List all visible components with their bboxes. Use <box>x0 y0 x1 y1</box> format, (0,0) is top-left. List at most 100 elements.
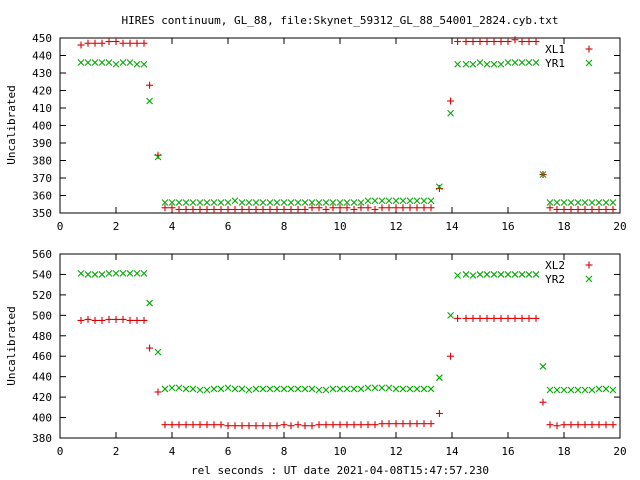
xl1-point <box>224 206 232 213</box>
yr1-point <box>217 199 225 206</box>
yr2-point <box>546 386 554 394</box>
yr2-point <box>399 385 407 393</box>
yr2-point <box>91 271 99 278</box>
xl2-point <box>504 314 512 322</box>
legend-label: XL1 <box>545 43 565 56</box>
xl2-point <box>112 315 120 323</box>
yr1-point <box>462 60 470 68</box>
yr1-point <box>469 60 477 68</box>
xl2-point <box>168 421 176 429</box>
y-tick-label: 440 <box>32 371 52 384</box>
yr2-point <box>436 374 443 382</box>
xl2-point <box>406 420 414 428</box>
yr2-point <box>357 385 365 393</box>
y-tick-label: 380 <box>32 155 52 168</box>
xl1-point <box>406 204 414 212</box>
yr1-point <box>266 199 274 206</box>
yr2-point <box>483 271 491 278</box>
y-tick-label: 390 <box>32 137 52 150</box>
xl2-point <box>259 422 267 430</box>
y-axis-label: Uncalibrated <box>5 306 18 385</box>
yr2-point <box>462 271 470 278</box>
yr1-point <box>497 60 505 68</box>
yr2-point <box>329 385 337 393</box>
legend-marker <box>585 275 593 283</box>
yr1-point <box>350 199 358 206</box>
yr2-point <box>315 386 323 394</box>
xl2-point <box>77 316 85 324</box>
yr1-point <box>329 199 337 206</box>
legend-marker <box>585 45 593 53</box>
x-tick-label: 16 <box>501 445 514 458</box>
xl2-point <box>315 421 323 429</box>
yr1-point <box>189 199 197 206</box>
xl1-point <box>392 204 400 212</box>
yr1-point <box>392 197 400 205</box>
yr2-point <box>518 271 526 278</box>
xl1-point <box>252 206 260 213</box>
xl1-point <box>511 36 519 44</box>
yr1-point <box>112 60 120 68</box>
xl2-point <box>378 420 386 428</box>
x-tick-label: 8 <box>281 445 288 458</box>
xl2-point <box>126 316 134 324</box>
yr2-point <box>539 363 547 370</box>
xl1-point <box>420 204 428 212</box>
yr2-point <box>609 386 617 394</box>
yr2-point <box>427 385 435 393</box>
xl2-point <box>175 421 183 429</box>
y-tick-label: 540 <box>32 268 52 281</box>
y-tick-label: 480 <box>32 330 52 343</box>
yr2-point <box>273 385 281 393</box>
top-panel: 350 360 370 380 390 400 410 420 430 440 450 0 2 4 6 8 10… <box>5 32 627 233</box>
legend-marker <box>585 261 593 269</box>
xl1-point <box>77 41 85 49</box>
yr1-point <box>364 197 372 205</box>
xl1-point <box>532 38 540 45</box>
xl2-point <box>280 421 288 429</box>
yr2-point <box>511 271 519 278</box>
y-tick-label: 420 <box>32 85 52 98</box>
xl2-point <box>532 314 540 322</box>
yr1-point <box>280 199 288 206</box>
yr2-point <box>196 386 204 394</box>
xl2-point <box>371 421 379 429</box>
yr2-point <box>161 385 169 393</box>
xl2-point <box>427 420 435 428</box>
yr2-point <box>294 385 302 393</box>
x-tick-label: 2 <box>113 445 120 458</box>
xl2-point <box>217 421 225 429</box>
xl1-point <box>469 38 477 45</box>
xl2-point <box>357 421 365 429</box>
xl1-point <box>476 38 484 45</box>
xl1-point <box>595 206 603 213</box>
xl2-point <box>84 315 92 323</box>
xl2-point <box>413 420 421 428</box>
yr1-point <box>436 183 443 191</box>
yr2-point <box>175 384 183 392</box>
xl1-point <box>350 206 358 213</box>
yr1-point <box>168 199 176 206</box>
xl1-point <box>217 206 225 213</box>
xl2-point <box>595 421 603 429</box>
yr1-point <box>602 199 610 206</box>
yr2-point <box>105 270 113 277</box>
xl2-point <box>525 314 533 322</box>
xl2-point <box>294 421 302 429</box>
yr2-point <box>420 385 428 393</box>
yr2-point <box>336 385 344 393</box>
yr1-point <box>119 59 127 66</box>
yr1-point <box>91 59 99 66</box>
yr1-point <box>203 199 211 206</box>
xl2-point <box>119 315 127 323</box>
yr1-point <box>224 199 232 206</box>
xl1-point <box>525 38 533 45</box>
yr1-point <box>532 59 540 66</box>
x-tick-label: 14 <box>445 220 459 233</box>
xl2-point <box>420 420 428 428</box>
xl1-point <box>364 204 372 212</box>
y-tick-label: 450 <box>32 32 52 45</box>
yr2-point <box>112 270 120 277</box>
yr2-point <box>525 271 533 278</box>
xl2-point <box>140 316 148 324</box>
